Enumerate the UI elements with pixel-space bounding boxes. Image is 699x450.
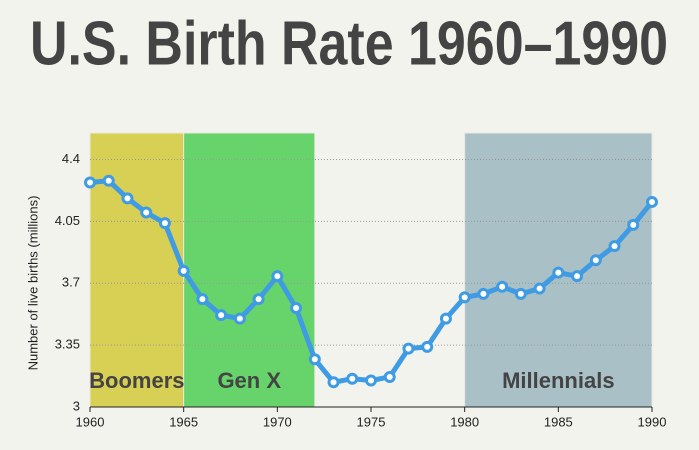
x-tick-label: 1980	[450, 414, 479, 429]
y-axis-label: Number of live births (millions)	[25, 196, 40, 371]
data-point	[589, 254, 602, 267]
x-tick-label: 1960	[76, 414, 105, 429]
data-point	[177, 264, 190, 277]
data-point	[608, 240, 621, 253]
x-tick-label: 1990	[638, 414, 667, 429]
band-label: Gen X	[217, 368, 281, 393]
band-label: Millennials	[502, 368, 614, 393]
data-point	[365, 374, 377, 387]
data-point	[571, 270, 584, 283]
data-point	[158, 217, 171, 230]
x-tick-label: 1970	[263, 414, 292, 429]
data-point	[421, 340, 434, 353]
era-band	[183, 132, 316, 408]
data-point	[215, 309, 228, 322]
data-point	[308, 353, 321, 366]
data-point	[102, 174, 115, 187]
data-point	[552, 266, 565, 279]
y-tick-label: 3	[73, 398, 80, 413]
x-tick-label: 1965	[169, 414, 198, 429]
data-point	[402, 342, 415, 355]
data-point	[327, 376, 340, 389]
data-point	[458, 291, 471, 304]
data-point	[439, 312, 452, 325]
y-tick-label: 3.35	[55, 337, 80, 352]
data-point	[121, 192, 134, 205]
y-tick-label: 3.7	[62, 275, 80, 290]
x-tick-label: 1975	[357, 414, 386, 429]
y-tick-label: 4.4	[62, 151, 80, 166]
data-point	[290, 302, 303, 315]
data-point	[496, 280, 509, 293]
data-point	[233, 312, 246, 325]
y-tick-label: 4.05	[55, 213, 80, 228]
data-point	[514, 287, 527, 300]
band-label: Boomers	[89, 368, 184, 393]
x-tick-label: 1985	[544, 414, 573, 429]
data-point	[84, 176, 96, 189]
era-band	[89, 132, 185, 408]
data-point	[383, 370, 396, 383]
data-point	[140, 206, 153, 219]
data-point	[252, 293, 265, 306]
data-point	[627, 218, 640, 231]
chart-title: U.S. Birth Rate 1960–1990	[30, 9, 668, 78]
data-point	[533, 282, 546, 295]
data-point	[196, 293, 209, 306]
data-point	[646, 195, 658, 208]
data-point	[346, 372, 359, 385]
data-point	[271, 270, 284, 283]
data-point	[477, 287, 490, 300]
